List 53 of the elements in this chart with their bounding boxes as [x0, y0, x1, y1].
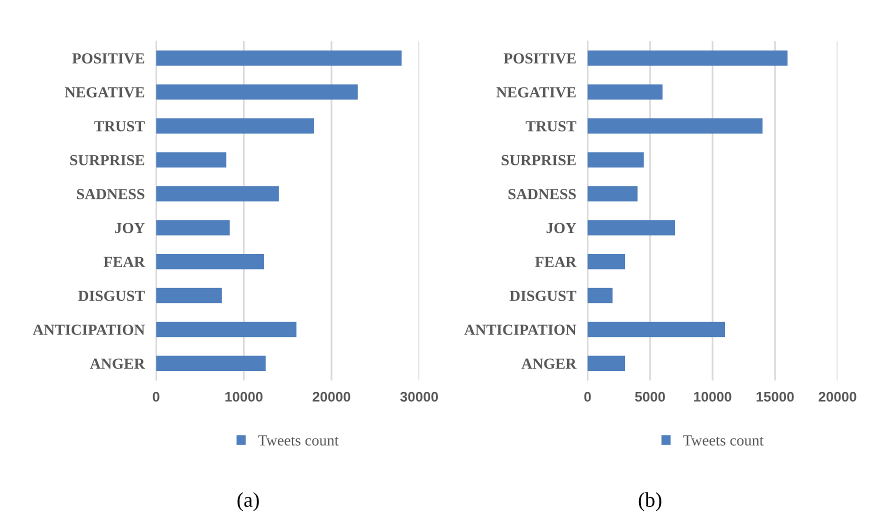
x-tick-label: 30000 — [400, 392, 438, 402]
y-tick-label: ANGER — [90, 358, 146, 369]
legend-label: Tweets count — [258, 435, 339, 446]
x-tick-label: 20000 — [312, 392, 350, 402]
bar — [588, 322, 726, 338]
y-tick-label: ANGER — [521, 358, 577, 369]
y-tick-label: SADNESS — [77, 188, 144, 200]
y-tick-label: SADNESS — [508, 188, 576, 200]
bar — [156, 220, 230, 236]
bar — [156, 118, 314, 134]
text: (a) — [238, 492, 259, 512]
y-tick-label: TRUST — [526, 121, 576, 132]
y-tick-label: DISGUST — [510, 290, 576, 301]
bar — [588, 186, 638, 202]
legend-label: Tweets count — [683, 435, 764, 446]
x-tick-label: 10000 — [225, 392, 263, 402]
bar — [588, 118, 763, 134]
bar — [156, 152, 226, 168]
y-tick-label: ANTICIPATION — [32, 324, 145, 335]
x-tick-label: 0 — [152, 392, 160, 402]
bar — [588, 84, 663, 100]
bar — [156, 186, 279, 202]
bar — [588, 50, 788, 66]
y-tick-label: FEAR — [104, 256, 146, 267]
y-tick-label: POSITIVE — [504, 53, 576, 64]
bar — [156, 322, 296, 338]
x-tick-label: 0 — [584, 392, 591, 402]
y-tick-label: JOY — [115, 222, 145, 234]
bar — [156, 356, 266, 372]
y-tick-label: SURPRISE — [70, 155, 144, 166]
y-tick-label: DISGUST — [78, 290, 145, 301]
bar — [156, 84, 358, 100]
bar — [588, 356, 626, 372]
x-tick-label: 15000 — [756, 392, 794, 402]
bar — [588, 254, 626, 270]
y-tick-label: SURPRISE — [502, 155, 576, 166]
bar — [156, 288, 222, 304]
y-tick-label: ANTICIPATION — [464, 324, 576, 335]
x-tick-label: 5000 — [635, 392, 665, 402]
y-tick-label: NEGATIVE — [64, 87, 144, 98]
y-tick-label: NEGATIVE — [496, 87, 576, 98]
bar — [588, 152, 644, 168]
y-tick-label: JOY — [546, 222, 576, 234]
y-tick-label: FEAR — [535, 256, 577, 267]
y-tick-label: POSITIVE — [72, 53, 144, 64]
x-tick-label: 20000 — [818, 392, 856, 402]
y-tick-label: TRUST — [94, 121, 145, 132]
text: (b) — [638, 492, 662, 512]
bar — [588, 220, 676, 236]
x-tick-label: 10000 — [694, 392, 732, 402]
bar — [156, 254, 264, 270]
bar — [588, 288, 613, 304]
bar — [156, 50, 402, 66]
